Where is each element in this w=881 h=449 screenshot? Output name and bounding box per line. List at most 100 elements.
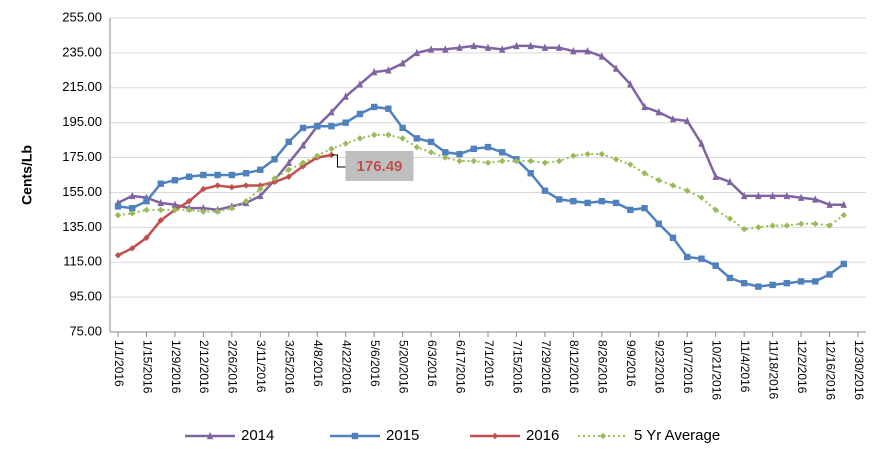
marker [200, 185, 207, 193]
marker [698, 255, 705, 262]
marker [399, 135, 406, 142]
data-label: 176.49 [357, 158, 403, 175]
marker [769, 191, 776, 200]
marker [285, 173, 292, 180]
marker [684, 253, 691, 261]
marker [271, 178, 278, 186]
marker [641, 204, 648, 212]
x-tick-label: 11/4/2016 [738, 340, 752, 393]
marker [684, 116, 691, 125]
x-tick-label: 7/29/2016 [539, 340, 553, 394]
legend-item: 5 Yr Average [578, 427, 720, 444]
legend-item: 2015 [330, 427, 419, 444]
legend-item: 2014 [185, 427, 274, 444]
marker [584, 199, 591, 207]
x-tick-label: 2/26/2016 [226, 340, 240, 394]
marker [570, 152, 577, 160]
legend-label: 5 Yr Average [634, 427, 720, 444]
marker [314, 122, 321, 130]
marker [655, 220, 662, 228]
marker [726, 274, 734, 282]
y-tick-label: 195.00 [62, 114, 102, 129]
x-tick-label: 12/30/2016 [852, 340, 866, 400]
marker [527, 157, 534, 165]
marker [826, 271, 833, 278]
marker [541, 159, 549, 166]
x-tick-label: 1/1/2016 [112, 340, 126, 387]
marker [712, 172, 719, 180]
marker [584, 46, 591, 55]
x-tick-label: 8/12/2016 [567, 340, 581, 394]
marker [570, 46, 577, 55]
marker [228, 184, 236, 191]
marker [755, 283, 762, 290]
marker [755, 224, 762, 231]
marker [570, 197, 577, 205]
y-tick-label: 175.00 [62, 149, 102, 164]
marker [712, 262, 719, 269]
marker [257, 166, 264, 173]
marker [669, 234, 677, 241]
marker [157, 206, 164, 214]
series-line [117, 44, 844, 212]
x-tick-label: 5/6/2016 [368, 340, 382, 387]
marker [470, 145, 477, 153]
marker [370, 103, 378, 111]
marker [242, 182, 250, 189]
x-tick-label: 11/18/2016 [766, 340, 780, 399]
marker [527, 170, 534, 177]
marker [598, 52, 606, 60]
marker [669, 114, 677, 123]
x-tick-label: 6/17/2016 [453, 340, 467, 394]
marker [370, 131, 378, 139]
marker [797, 193, 805, 201]
x-tick-label: 10/7/2016 [681, 340, 695, 394]
marker [598, 150, 606, 158]
legend-item: 2016 [470, 427, 559, 444]
marker [129, 191, 136, 200]
marker [470, 157, 477, 165]
marker [171, 206, 179, 214]
marker [442, 149, 449, 156]
marker [143, 206, 150, 214]
marker [812, 278, 819, 285]
x-tick-label: 3/25/2016 [283, 340, 297, 394]
y-tick-label: 115.00 [63, 254, 102, 269]
marker [328, 108, 335, 116]
y-tick-label: 155.00 [62, 184, 102, 199]
marker [271, 175, 278, 182]
marker [299, 124, 307, 132]
marker [740, 225, 748, 233]
marker [499, 149, 506, 156]
marker [470, 41, 477, 50]
marker [484, 159, 492, 166]
marker [627, 161, 634, 168]
marker [456, 150, 463, 158]
marker [456, 43, 463, 51]
marker [783, 191, 791, 200]
marker [171, 177, 179, 184]
marker [257, 191, 264, 200]
marker [726, 215, 734, 222]
x-tick-label: 7/1/2016 [482, 340, 496, 387]
marker [712, 206, 719, 214]
marker [499, 45, 506, 53]
marker [655, 177, 662, 184]
x-tick-label: 12/2/2016 [795, 340, 809, 394]
y-tick-label: 75.00 [69, 323, 102, 338]
x-tick-label: 1/29/2016 [169, 340, 183, 394]
marker [812, 195, 819, 203]
marker [612, 156, 620, 163]
y-axis-title: Cents/Lb [19, 145, 35, 205]
x-tick-label: 12/16/2016 [823, 340, 837, 400]
annotation-leader [331, 154, 346, 168]
marker [114, 211, 122, 219]
marker [257, 185, 264, 193]
marker [427, 45, 435, 53]
marker [356, 135, 364, 142]
marker [698, 139, 705, 147]
marker [385, 105, 392, 112]
marker [242, 197, 250, 205]
marker [456, 157, 463, 165]
marker [114, 203, 122, 210]
